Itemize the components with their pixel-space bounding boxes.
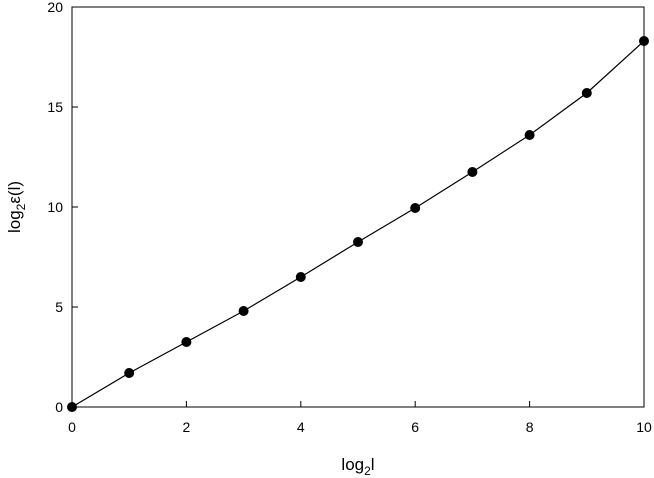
y-tick-label: 0 <box>55 399 63 415</box>
x-tick-label: 10 <box>636 419 652 435</box>
y-axis-title: log2ε(l) <box>5 181 28 233</box>
data-point <box>410 203 421 213</box>
x-tick-label: 2 <box>183 419 191 435</box>
x-tick-label: 8 <box>526 419 534 435</box>
data-point <box>181 337 192 347</box>
data-point <box>67 402 77 412</box>
x-tick-label: 4 <box>297 419 305 435</box>
series-layer <box>67 36 649 412</box>
data-point <box>581 88 592 98</box>
y-axis-ticks: 0 5 10 15 20 <box>47 0 78 415</box>
y-tick-label: 5 <box>55 299 63 315</box>
data-point <box>524 130 535 140</box>
x-axis-title: log2l <box>341 455 374 478</box>
data-point <box>353 237 363 247</box>
x-axis-ticks: 0 2 4 6 8 10 <box>68 401 652 435</box>
y-tick-label: 20 <box>47 0 63 15</box>
data-point <box>295 272 306 282</box>
data-point <box>124 368 135 378</box>
plot-frame <box>71 6 645 408</box>
x-tick-label: 6 <box>411 419 419 435</box>
data-point <box>467 167 478 177</box>
y-tick-label: 10 <box>47 199 63 215</box>
series-line <box>71 40 645 408</box>
y-tick-label: 15 <box>47 99 63 115</box>
data-point <box>238 306 249 316</box>
data-point <box>639 36 649 46</box>
x-tick-label: 0 <box>68 419 76 435</box>
